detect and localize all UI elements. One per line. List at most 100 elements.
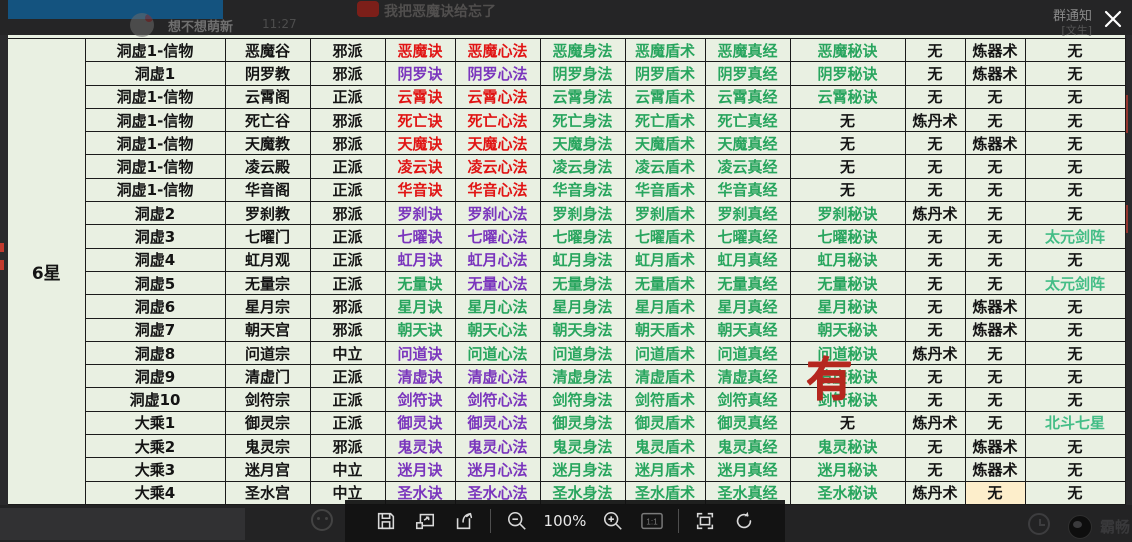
- table-cell: 炼器术: [964, 434, 1026, 459]
- table-cell: 罗刹秘诀: [789, 201, 906, 226]
- table-cell: 无: [904, 131, 966, 156]
- table-cell: 无: [904, 364, 966, 389]
- table-cell: 洞虚5: [84, 270, 226, 296]
- table-cell: 洞虚1-信物: [84, 37, 226, 63]
- table-cell: 虹月观: [224, 247, 311, 272]
- table-cell: 大乘3: [84, 457, 226, 482]
- table-cell: 清虚诀: [384, 364, 456, 389]
- left-edge-red-mark: [0, 260, 4, 270]
- rotate-icon[interactable]: [731, 508, 757, 534]
- zoom-level-label: 100%: [543, 512, 587, 530]
- zoom-out-icon[interactable]: [504, 508, 530, 534]
- table-cell: 无: [904, 317, 966, 342]
- table-cell: 华音诀: [384, 177, 456, 203]
- table-cell: 迷月心法: [454, 457, 541, 482]
- table-row: 洞虚7 朝天宫 邪派 朝天诀 朝天心法 朝天身法 朝天盾术 朝天真经 朝天秘诀无炼器术无: [8, 317, 1126, 342]
- chat-message: 我把恶魔诀给忘了: [384, 4, 496, 20]
- table-cell: 恶魔秘诀: [789, 37, 906, 63]
- toolbar-divider: [678, 509, 679, 533]
- table-row: 洞虚9 清虚门 正派 清虚诀 清虚心法 清虚身法 清虚盾术 清虚真经 清虚秘诀无无无: [8, 364, 1126, 389]
- svg-text:1:1: 1:1: [646, 518, 658, 527]
- table-cell: 朝天心法: [454, 317, 541, 342]
- table-cell: 正派: [309, 154, 386, 179]
- save-icon[interactable]: [373, 508, 399, 534]
- table-cell: 无: [1024, 364, 1126, 389]
- table-cell: 无: [904, 294, 966, 319]
- chat-emoji-icon: [357, 1, 379, 17]
- table-cell: 迷月身法: [539, 457, 626, 482]
- close-icon[interactable]: [1100, 6, 1126, 32]
- table-cell: 问道宗: [224, 340, 311, 366]
- table-cell: 正派: [309, 364, 386, 389]
- table-cell: 罗刹教: [224, 201, 311, 226]
- table-cell: 无: [964, 107, 1026, 133]
- table-cell: 大乘2: [84, 434, 226, 459]
- table-cell: 洞虚7: [84, 317, 226, 342]
- zoom-in-icon[interactable]: [600, 508, 626, 534]
- clock-icon: [1028, 513, 1050, 535]
- table-cell: 剑符心法: [454, 387, 541, 412]
- table-cell: 七曜秘诀: [789, 224, 906, 249]
- table-cell: 无: [964, 410, 1026, 436]
- table-cell: 阴罗真经: [704, 61, 791, 86]
- table-cell: 死亡盾术: [624, 107, 706, 133]
- table-row: 洞虚10 剑符宗 正派 剑符诀 剑符心法 剑符身法 剑符盾术 剑符真经 剑符秘诀无无无: [8, 387, 1126, 412]
- table-cell: 无: [904, 457, 966, 482]
- table-cell: 鬼灵诀: [384, 434, 456, 459]
- table-row: 洞虚4 虹月观 正派 虹月诀 虹月心法 虹月身法 虹月盾术 虹月真经 虹月秘诀无无无: [8, 247, 1126, 272]
- table-cell: 恶魔真经: [704, 37, 791, 63]
- table-cell: 正派: [309, 410, 386, 436]
- table-row: 洞虚2 罗刹教 邪派 罗刹诀 罗刹心法 罗刹身法 罗刹盾术 罗刹真经 罗刹秘诀 炼丹术无无: [8, 201, 1126, 226]
- table-cell: 炼丹术: [904, 480, 966, 506]
- table-cell: 恶魔谷: [224, 37, 311, 63]
- fit-screen-icon[interactable]: [692, 508, 718, 534]
- avatar: [130, 13, 154, 37]
- table-cell: 无: [1024, 480, 1126, 506]
- table-cell: 无: [904, 270, 966, 296]
- table-cell: 鬼灵真经: [704, 434, 791, 459]
- table-cell: 御灵心法: [454, 410, 541, 436]
- star-rank-cell: 6星: [8, 38, 86, 505]
- table-cell: 炼器术: [964, 294, 1026, 319]
- table-cell: 无量真经: [704, 270, 791, 296]
- table-cell: 邪派: [309, 37, 386, 63]
- table-cell: 朝天秘诀: [789, 317, 906, 342]
- table-cell: 太元剑阵: [1024, 270, 1126, 296]
- table-cell: 无: [1024, 177, 1126, 203]
- share-icon[interactable]: [451, 508, 477, 534]
- table-cell: 洞虚2: [84, 201, 226, 226]
- table-cell: 无: [1024, 387, 1126, 412]
- table-cell: 无: [789, 107, 906, 133]
- table-cell: 凌云盾术: [624, 154, 706, 179]
- table-cell: 无: [789, 410, 906, 436]
- table-cell: 无: [1024, 37, 1126, 63]
- table-cell: 炼丹术: [904, 410, 966, 436]
- table-cell: 华音阁: [224, 177, 311, 203]
- table-cell: 死亡身法: [539, 107, 626, 133]
- table-cell: 清虚心法: [454, 364, 541, 389]
- table-cell: 鬼灵身法: [539, 434, 626, 459]
- table-cell: 华音身法: [539, 177, 626, 203]
- table-cell: 罗刹真经: [704, 201, 791, 226]
- table-cell: 洞虚1-信物: [84, 84, 226, 109]
- table-cell: 洞虚1: [84, 61, 226, 86]
- table-cell: 天魔身法: [539, 131, 626, 156]
- table-cell: 无: [904, 61, 966, 86]
- table-cell: 罗刹身法: [539, 201, 626, 226]
- table-row: 洞虚6 星月宗 邪派 星月诀 星月心法 星月身法 星月盾术 星月真经 星月秘诀无炼器术无: [8, 294, 1126, 319]
- table-cell: 无: [1024, 294, 1126, 319]
- table-cell: 七曜诀: [384, 224, 456, 249]
- table-cell: 七曜心法: [454, 224, 541, 249]
- table-cell: 阴罗身法: [539, 61, 626, 86]
- table-row: 洞虚1 阴罗教 邪派 阴罗诀 阴罗心法 阴罗身法 阴罗盾术 阴罗真经 阴罗秘诀无炼器术无: [8, 61, 1126, 86]
- open-in-window-icon[interactable]: [412, 508, 438, 534]
- table-cell: 正派: [309, 270, 386, 296]
- table-cell: 无: [789, 177, 906, 203]
- table-cell: 无: [964, 154, 1026, 179]
- actual-size-icon[interactable]: 1:1: [639, 508, 665, 534]
- table-cell: 朝天盾术: [624, 317, 706, 342]
- table-cell: 清虚真经: [704, 364, 791, 389]
- table-cell: 朝天宫: [224, 317, 311, 342]
- viewer-bottom-bar: 霸畅: [0, 500, 1132, 542]
- table-cell: 阴罗教: [224, 61, 311, 86]
